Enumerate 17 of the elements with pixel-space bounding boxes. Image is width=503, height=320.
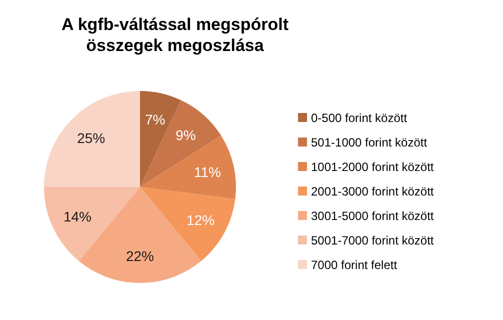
legend-label: 501-1000 forint között [311, 136, 428, 150]
data-label: 7% [144, 111, 166, 128]
data-label: 22% [126, 248, 154, 264]
data-label: 14% [63, 208, 92, 224]
data-label: 9% [176, 127, 196, 144]
legend-label: 1001-2000 forint között [311, 160, 434, 174]
data-label: 25% [77, 130, 106, 146]
pie-slice [44, 91, 140, 187]
data-label: 11% [194, 164, 221, 180]
legend-label: 3001-5000 forint között [311, 209, 434, 224]
legend-label: 0-500 forint között [311, 111, 408, 126]
data-label: 12% [186, 212, 215, 228]
pie-slice [140, 100, 222, 187]
legend-label: 5001-7000 forint között [311, 234, 434, 248]
chart-title: A kgfb-váltással megspórolt összegek megoszlása [61, 15, 289, 55]
legend-label: 7000 forint felett [311, 258, 398, 272]
legend-label: 2001-3000 forint között [311, 184, 434, 199]
